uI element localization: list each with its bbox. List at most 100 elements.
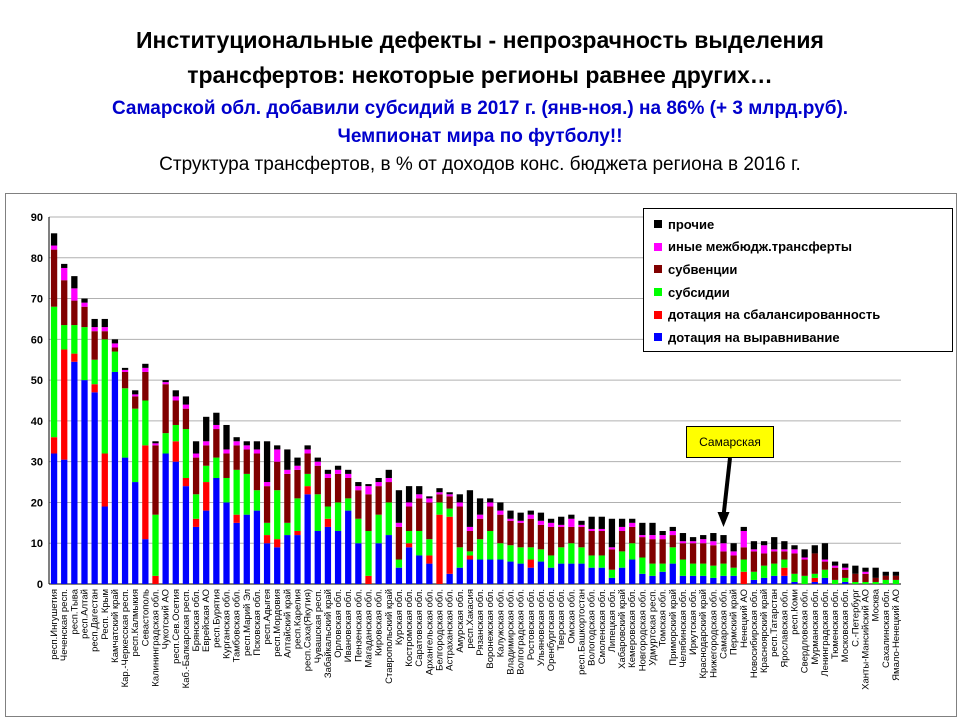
bar-segment xyxy=(152,441,159,444)
category-label: Сахалинская обл. xyxy=(881,589,892,668)
bar-segment xyxy=(263,486,271,523)
bar-segment xyxy=(710,533,717,542)
category-label: респ.Тыва xyxy=(69,588,80,634)
bar-segment xyxy=(456,567,463,584)
bar-segment xyxy=(730,567,737,576)
category-label: Ивановская обл. xyxy=(343,589,354,662)
category-label: Респ. Крым xyxy=(100,589,111,640)
title-line-1: Институциональные дефекты - непрозрачнос… xyxy=(136,27,824,53)
category-label: Курская обл. xyxy=(394,589,405,645)
bar-segment xyxy=(395,567,403,584)
bar-segment xyxy=(121,369,129,372)
bar-segment xyxy=(253,449,261,454)
bar-segment xyxy=(172,400,179,425)
bar-segment xyxy=(710,541,717,546)
bar-segment xyxy=(91,318,98,328)
bar-segment xyxy=(547,567,555,584)
bar-segment xyxy=(487,530,494,560)
category-label: Тверская обл. xyxy=(556,589,567,651)
bar-segment xyxy=(821,559,829,562)
bar-segment xyxy=(355,486,362,491)
bar-segment xyxy=(558,547,565,564)
bar-segment xyxy=(700,543,707,564)
bar-segment xyxy=(588,530,595,556)
bar-segment xyxy=(842,577,849,582)
bar-segment xyxy=(547,526,555,556)
bar-segment xyxy=(659,535,666,540)
bar-segment xyxy=(659,539,666,564)
bar-segment xyxy=(750,541,758,550)
legend-item: прочие xyxy=(654,213,952,236)
bar-segment xyxy=(284,469,291,474)
category-label: Курганская обл. xyxy=(222,589,233,659)
bar-segment xyxy=(395,490,403,523)
bar-segment xyxy=(294,535,301,584)
legend-swatch xyxy=(654,242,662,251)
bar-segment xyxy=(456,547,463,568)
bar-segment xyxy=(172,396,179,401)
bar-segment xyxy=(649,535,656,540)
bar-segment xyxy=(71,288,78,301)
bar-segment xyxy=(233,522,240,584)
bar-segment xyxy=(91,331,98,360)
bar-segment xyxy=(689,541,697,544)
bar-segment xyxy=(101,318,108,328)
category-label: Омская обл. xyxy=(566,589,577,644)
bar-segment xyxy=(618,551,626,568)
bar-segment xyxy=(618,526,626,531)
bar-segment xyxy=(558,524,565,527)
bar-segment xyxy=(547,555,555,568)
bar-segment xyxy=(821,561,829,570)
bar-segment xyxy=(121,371,129,389)
bar-segment xyxy=(791,581,798,584)
bar-segment xyxy=(791,553,798,574)
bar-segment xyxy=(334,502,342,531)
category-label: Тюменская обл. xyxy=(830,589,841,659)
bar-segment xyxy=(152,443,159,446)
bar-segment xyxy=(740,571,747,584)
bar-segment xyxy=(334,530,342,584)
bar-segment xyxy=(487,502,494,507)
bar-segment xyxy=(274,490,281,540)
category-label: респ.Бурятия xyxy=(211,589,222,648)
bar-segment xyxy=(446,508,453,517)
bar-segment xyxy=(243,449,250,474)
legend-swatch xyxy=(654,288,662,297)
bar-segment xyxy=(203,416,210,442)
bar-segment xyxy=(781,549,788,552)
legend-label: субсидии xyxy=(668,284,730,300)
bar-segment xyxy=(405,543,413,548)
category-label: Еврейская АО xyxy=(201,589,212,652)
bar-segment xyxy=(892,571,900,576)
bar-segment xyxy=(811,545,818,554)
category-label: Ханты-Мансийский АО xyxy=(861,589,872,690)
bar-segment xyxy=(111,339,119,344)
category-label: Орловская обл. xyxy=(333,589,344,658)
y-tick-label: 30 xyxy=(31,457,43,469)
bar-segment xyxy=(111,347,119,352)
legend-item: субвенции xyxy=(654,258,952,281)
bar-segment xyxy=(882,571,889,576)
bar-segment xyxy=(811,553,818,574)
bar-segment xyxy=(760,553,768,566)
legend-label: дотация на выравнивание xyxy=(668,329,840,345)
category-label: респ.Карелия xyxy=(293,589,304,649)
bar-segment xyxy=(121,388,129,458)
bar-segment xyxy=(821,577,829,584)
bar-segment xyxy=(700,539,707,544)
bar-segment xyxy=(750,571,758,580)
bar-segment xyxy=(203,445,210,466)
bar-segment xyxy=(517,512,524,521)
bar-segment xyxy=(111,343,119,348)
category-label: респ.Татарстан xyxy=(769,589,780,657)
bar-segment xyxy=(456,494,463,503)
bar-segment xyxy=(436,502,443,515)
bar-segment xyxy=(182,396,190,405)
bar-segment xyxy=(182,486,190,584)
y-tick-label: 40 xyxy=(31,416,43,428)
category-label: Саратовская обл. xyxy=(414,589,425,667)
category-label: Псковская обл. xyxy=(252,589,263,656)
bar-segment xyxy=(426,502,433,540)
bar-segment xyxy=(182,477,190,487)
bar-segment xyxy=(365,575,372,584)
